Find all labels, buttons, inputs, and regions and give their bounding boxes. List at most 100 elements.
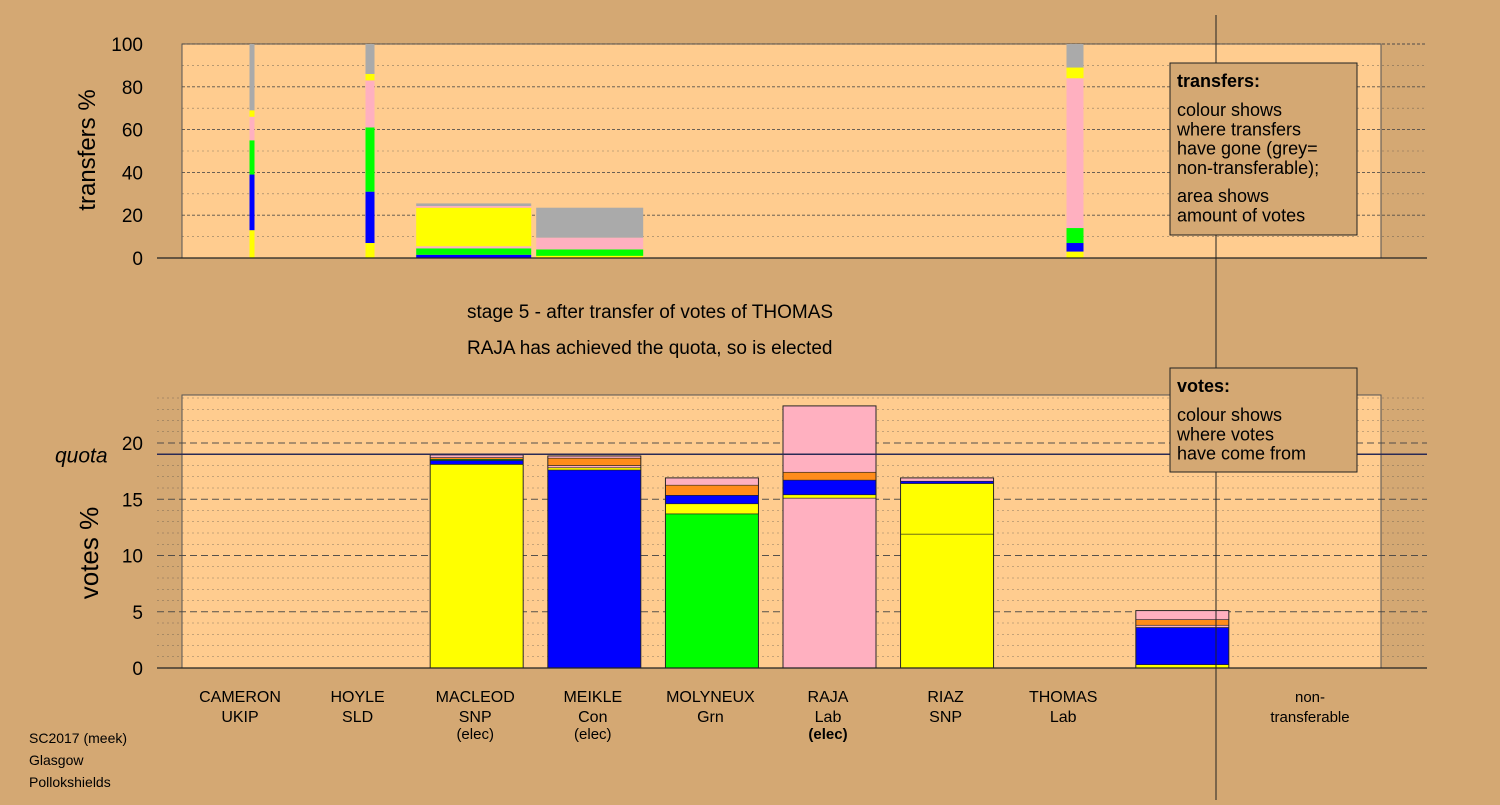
transfer-segment-cameron [249,174,255,231]
candidate-name-label: MEIKLE [563,689,622,706]
candidate-elected-label: (elec) [456,726,494,743]
transfers-tick-label: 100 [111,35,143,56]
transfer-segment-hoyle [365,127,375,192]
transfers-tick-label: 60 [122,121,143,142]
vote-segment-non [1135,627,1230,665]
votes-legend-line: have come from [1177,444,1306,464]
transfer-segment-macleod [416,246,532,249]
vote-segment-molyneux [665,495,759,505]
vote-segment-riaz [900,477,994,482]
transfers-legend-line: area shows [1177,186,1269,206]
vote-segment-raja [782,497,877,669]
candidate-party-label: Lab [815,709,842,726]
candidate-name-label: non- [1295,689,1325,706]
transfer-segment-macleod [416,248,532,255]
transfer-segment-cameron [249,110,255,117]
vote-segment-macleod [429,464,524,669]
vote-segment-riaz [900,480,994,484]
transfer-segment-cameron [249,116,255,141]
vote-segment-riaz [900,533,994,669]
votes-legend-box [1169,367,1358,473]
vote-segment-molyneux [665,503,759,515]
vote-segment-non [1135,624,1230,628]
vote-segment-raja [782,479,877,496]
transfers-tick-label: 80 [122,78,143,99]
transfers-axis-label: transfers % [74,89,101,210]
candidate-name-label: THOMAS [1029,689,1097,706]
transfers-tick-label: 20 [122,206,143,227]
votes-legend-line: colour shows [1177,405,1282,425]
candidate-name-label: RAJA [808,689,849,706]
candidate-party-label: transferable [1270,709,1349,726]
footer-line3: Pollokshields [29,774,111,790]
footer-line1: SC2017 (meek) [29,730,127,746]
candidate-party-label: SNP [459,709,492,726]
transfer-segment-macleod [416,205,532,208]
transfer-segment-thomas [1066,243,1084,252]
votes-tick-label: 5 [132,603,143,624]
candidate-party-label: Lab [1050,709,1077,726]
transfer-segment-thomas [1066,251,1084,258]
transfer-segment-cameron [249,140,255,175]
candidate-name-label: RIAZ [927,689,964,706]
transfer-segment-meikle [536,207,644,238]
vote-segment-meikle [547,467,642,471]
transfer-segment-meikle [536,237,644,250]
transfer-segment-hoyle [365,243,375,258]
transfer-segment-cameron [249,230,255,258]
candidate-elected-label: (elec) [574,726,612,743]
vote-segment-molyneux [665,513,759,669]
candidate-name-label: MOLYNEUX [666,689,755,706]
footer-line2: Glasgow [29,752,84,768]
axes-layer: 0 20 40 60 80 100 0 5 10 15 20 quota transfers: colou… [55,15,1427,800]
transfer-segment-thomas [1066,44,1084,68]
marks-layer [249,44,1230,669]
candidate-elected-label: (elec) [808,726,847,743]
stage-text-line1: stage 5 - after transfer of votes of THO… [467,302,833,323]
candidate-party-label: SLD [342,709,373,726]
vote-segment-meikle [547,465,642,469]
vote-segment-raja [782,405,877,473]
transfer-segment-hoyle [365,191,375,244]
transfers-legend-line: colour shows [1177,100,1282,120]
candidate-name-label: CAMERON [199,689,281,706]
transfer-segment-macleod [416,207,532,247]
vote-segment-raja [782,471,877,481]
vote-segment-meikle [547,469,642,669]
candidate-party-label: Grn [697,709,724,726]
vote-segment-meikle [547,457,642,466]
candidate-party-label: UKIP [221,709,258,726]
transfer-segment-macleod [416,203,532,206]
transfer-segment-cameron [249,44,255,111]
candidate-name-label: MACLEOD [436,689,515,706]
vote-segment-raja [782,494,877,499]
transfers-legend-line: amount of votes [1177,206,1305,226]
transfers-tick-label: 0 [132,249,143,270]
vote-segment-non [1135,619,1230,626]
candidate-party-label: Con [578,709,607,726]
transfer-segment-thomas [1066,67,1084,79]
transfer-segment-thomas [1066,228,1084,244]
transfer-segment-meikle [536,249,644,256]
transfers-legend-title: transfers: [1177,71,1260,91]
vote-segment-macleod [429,460,524,465]
transfers-legend-line: have gone (grey= [1177,139,1318,159]
votes-tick-label: 15 [122,490,143,511]
votes-axis-label: votes % [74,507,104,600]
transfers-legend-box [1169,62,1358,236]
transfers-tick-label: 40 [122,163,143,184]
stage-text-line2: RAJA has achieved the quota, so is elect… [467,338,832,359]
transfer-segment-macleod [416,254,532,258]
votes-tick-label: 0 [132,659,143,680]
transfer-segment-hoyle [365,73,375,81]
votes-tick-label: 20 [122,434,143,455]
votes-legend-title: votes: [1177,376,1230,396]
vote-segment-riaz [900,483,994,535]
transfer-segment-thomas [1066,78,1084,229]
votes-legend-line: where votes [1176,424,1274,444]
candidate-party-label: SNP [929,709,962,726]
vote-segment-molyneux [665,484,759,496]
transfer-segment-meikle [536,255,644,258]
